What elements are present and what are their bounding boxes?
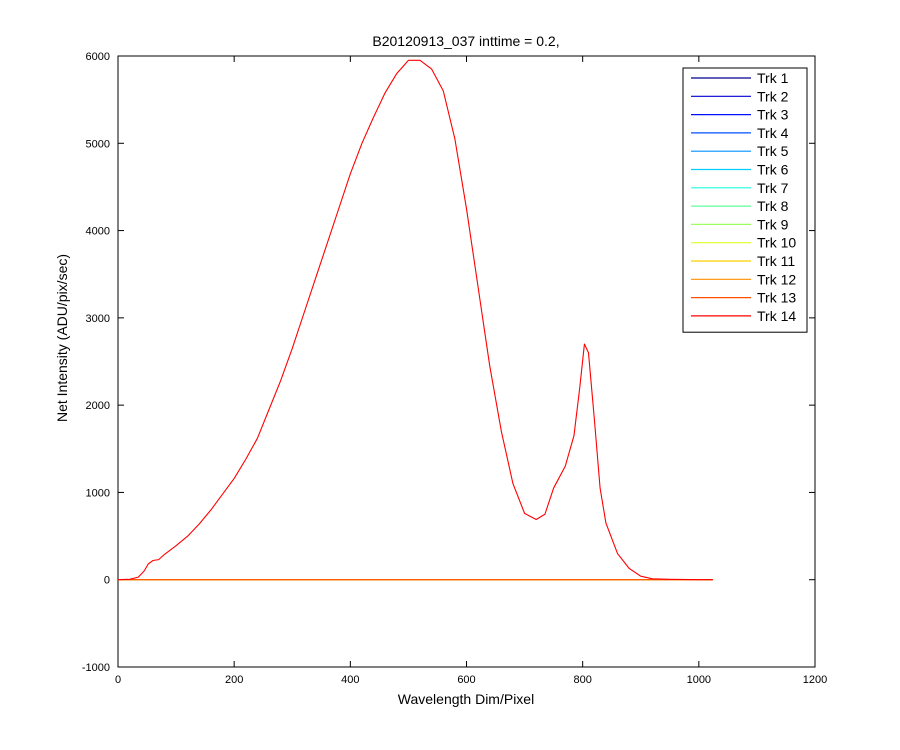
legend-entry-3: Trk 3 xyxy=(757,107,789,123)
legend-entry-5: Trk 5 xyxy=(757,143,789,159)
legend-entry-2: Trk 2 xyxy=(757,88,789,104)
legend-entry-6: Trk 6 xyxy=(757,162,789,178)
y-tick-label: 2000 xyxy=(86,400,110,412)
y-tick-label: 0 xyxy=(104,575,110,587)
x-tick-label: 200 xyxy=(225,674,243,686)
legend-entry-12: Trk 12 xyxy=(757,271,796,287)
legend-entry-7: Trk 7 xyxy=(757,180,789,196)
x-tick-label: 600 xyxy=(457,674,475,686)
x-axis-label: Wavelength Dim/Pixel xyxy=(398,691,534,707)
chart-title: B20120913_037 inttime = 0.2, xyxy=(372,33,559,49)
y-tick-label: 6000 xyxy=(86,51,110,63)
legend-entry-10: Trk 10 xyxy=(757,235,796,251)
legend-entry-13: Trk 13 xyxy=(757,290,796,306)
y-tick-label: 4000 xyxy=(86,226,110,238)
legend: Trk 1 Trk 2 Trk 3 Trk 4 Trk 5 Trk 6 Trk 7 Trk 8… xyxy=(682,67,808,333)
x-tick-label: 400 xyxy=(341,674,359,686)
x-tick-label: 800 xyxy=(573,674,591,686)
x-tick-label: 1000 xyxy=(687,674,711,686)
legend-entry-8: Trk 8 xyxy=(757,198,789,214)
legend-entry-14: Trk 14 xyxy=(757,308,796,324)
y-tick-label: 5000 xyxy=(86,138,110,150)
legend-entry-4: Trk 4 xyxy=(757,125,789,141)
y-axis-label: Net Intensity (ADU/pix/sec) xyxy=(54,254,70,422)
y-tick-label: 1000 xyxy=(86,487,110,499)
legend-entry-1: Trk 1 xyxy=(757,70,789,86)
y-tick-label: 3000 xyxy=(86,313,110,325)
legend-entry-11: Trk 11 xyxy=(757,253,795,269)
legend-entry-9: Trk 9 xyxy=(757,216,789,232)
x-tick-label: 1200 xyxy=(803,674,827,686)
y-tick-label: -1000 xyxy=(82,662,110,674)
series-line-14 xyxy=(117,59,713,581)
x-tick-label: 0 xyxy=(115,674,121,686)
legend-box xyxy=(682,67,808,333)
tick-labels: 0 200 400 600 800 1000 1200 -1000 0 1000 2000 3000 4… xyxy=(82,51,827,686)
